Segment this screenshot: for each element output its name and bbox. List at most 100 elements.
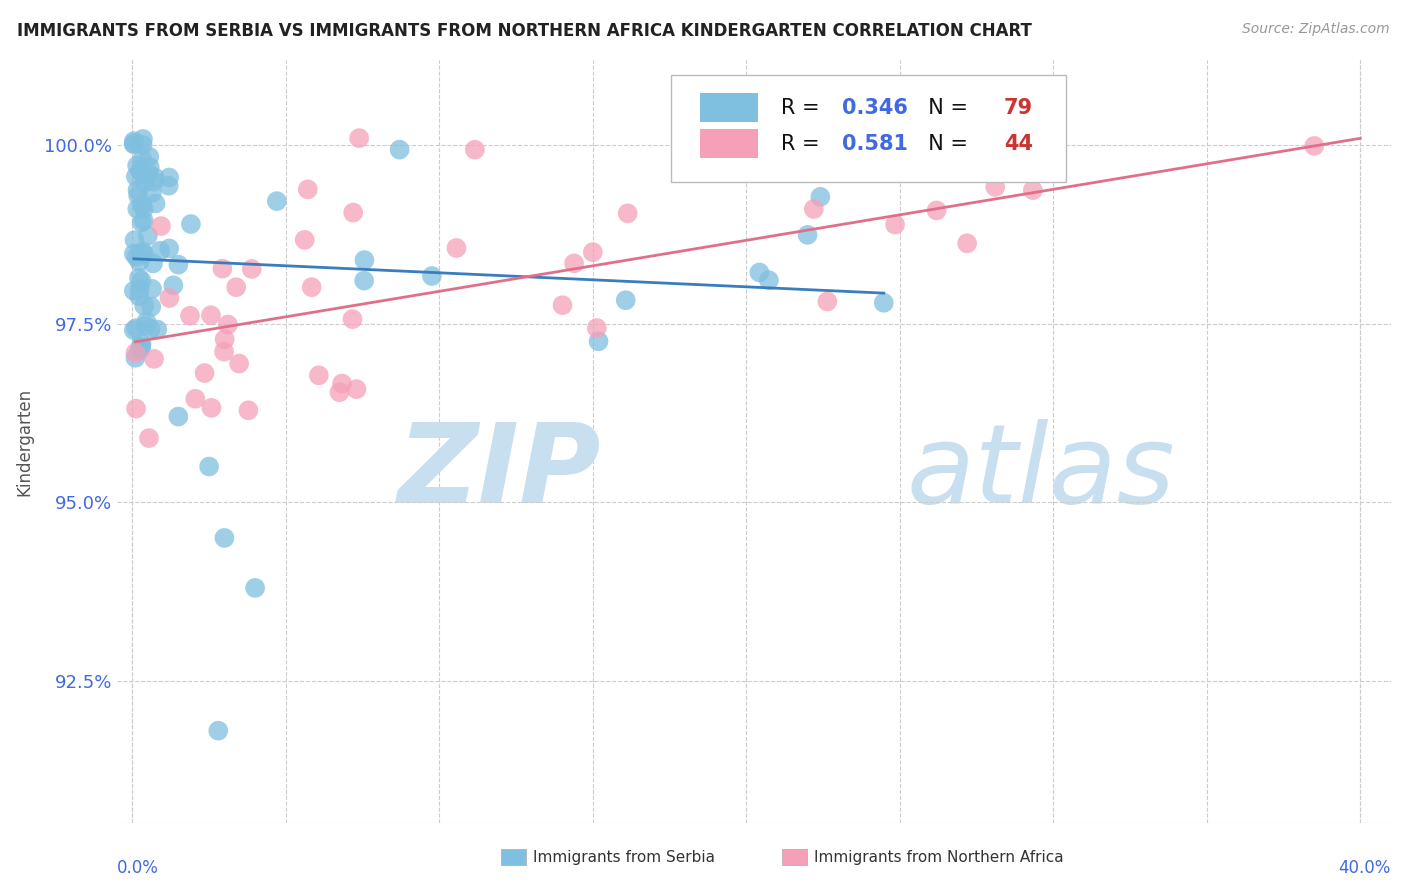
Text: N =: N = <box>914 98 974 118</box>
Point <box>200 308 222 322</box>
Point <box>143 170 166 185</box>
Point <box>616 206 638 220</box>
Text: 0.581: 0.581 <box>842 134 908 153</box>
Point <box>122 134 145 148</box>
Point <box>131 215 153 229</box>
Point <box>142 256 165 270</box>
Point <box>198 459 221 474</box>
Text: R =: R = <box>780 134 825 153</box>
Text: 44: 44 <box>1004 134 1032 153</box>
Point <box>139 322 162 336</box>
Bar <box>700 93 758 122</box>
Point <box>464 143 486 157</box>
Point <box>125 401 148 416</box>
Point <box>127 159 149 173</box>
Point <box>297 182 319 196</box>
Point <box>562 256 585 270</box>
Point <box>815 294 838 309</box>
Point <box>141 282 163 296</box>
Point <box>122 136 145 151</box>
Text: Immigrants from Northern Africa: Immigrants from Northern Africa <box>814 850 1064 865</box>
Point <box>193 366 215 380</box>
Point <box>420 268 443 283</box>
Point <box>157 178 180 193</box>
Point <box>149 244 172 258</box>
Point <box>135 315 157 329</box>
Point <box>353 274 375 288</box>
Point <box>167 409 190 424</box>
Point <box>157 291 180 305</box>
Point <box>122 284 145 298</box>
Point <box>138 150 160 164</box>
Point <box>128 289 150 303</box>
Point <box>214 531 236 545</box>
Point <box>984 180 1007 194</box>
Point <box>925 203 948 218</box>
Point <box>330 376 353 391</box>
Point <box>228 357 250 371</box>
Point <box>122 246 145 260</box>
Point <box>134 299 156 313</box>
Point <box>873 295 896 310</box>
Point <box>301 280 323 294</box>
Point <box>131 198 153 212</box>
Point <box>551 298 574 312</box>
Point <box>956 236 979 251</box>
Point <box>212 344 235 359</box>
Point <box>266 194 288 208</box>
Point <box>142 175 165 189</box>
Point <box>129 163 152 178</box>
Y-axis label: Kindergarten: Kindergarten <box>15 387 32 496</box>
Point <box>124 346 146 360</box>
Point <box>127 183 149 197</box>
Text: ZIP: ZIP <box>398 418 602 525</box>
Point <box>138 167 160 181</box>
Point <box>184 392 207 406</box>
Point <box>139 160 162 174</box>
Point <box>294 233 316 247</box>
Point <box>138 431 160 445</box>
Point <box>146 322 169 336</box>
Point <box>125 250 148 264</box>
Point <box>342 312 364 326</box>
Point <box>388 143 411 157</box>
Point <box>132 132 155 146</box>
Text: Immigrants from Serbia: Immigrants from Serbia <box>533 850 716 865</box>
Point <box>143 351 166 366</box>
Point <box>134 318 156 333</box>
Point <box>207 723 229 738</box>
Point <box>122 137 145 152</box>
Point <box>308 368 330 383</box>
Point <box>803 202 825 216</box>
Point <box>167 258 190 272</box>
Text: 0.346: 0.346 <box>842 98 908 118</box>
Point <box>808 190 831 204</box>
Point <box>136 228 159 243</box>
Point <box>131 137 153 152</box>
Point <box>131 336 153 351</box>
Point <box>240 261 263 276</box>
Text: IMMIGRANTS FROM SERBIA VS IMMIGRANTS FROM NORTHERN AFRICA KINDERGARTEN CORRELATI: IMMIGRANTS FROM SERBIA VS IMMIGRANTS FRO… <box>17 22 1032 40</box>
Point <box>132 202 155 216</box>
Point <box>1022 183 1045 197</box>
Point <box>200 401 222 415</box>
Point <box>588 334 610 349</box>
Point <box>128 271 150 285</box>
Point <box>179 309 201 323</box>
Point <box>748 265 770 279</box>
Point <box>884 218 907 232</box>
Point <box>446 241 468 255</box>
Point <box>128 282 150 296</box>
Point <box>129 340 152 354</box>
Point <box>127 202 149 216</box>
Point <box>132 247 155 261</box>
Point <box>131 153 153 167</box>
Point <box>162 278 184 293</box>
Point <box>180 217 202 231</box>
Point <box>157 242 180 256</box>
Point <box>141 186 163 200</box>
Point <box>347 131 370 145</box>
Point <box>346 382 368 396</box>
Point <box>1303 139 1326 153</box>
Point <box>585 321 607 335</box>
